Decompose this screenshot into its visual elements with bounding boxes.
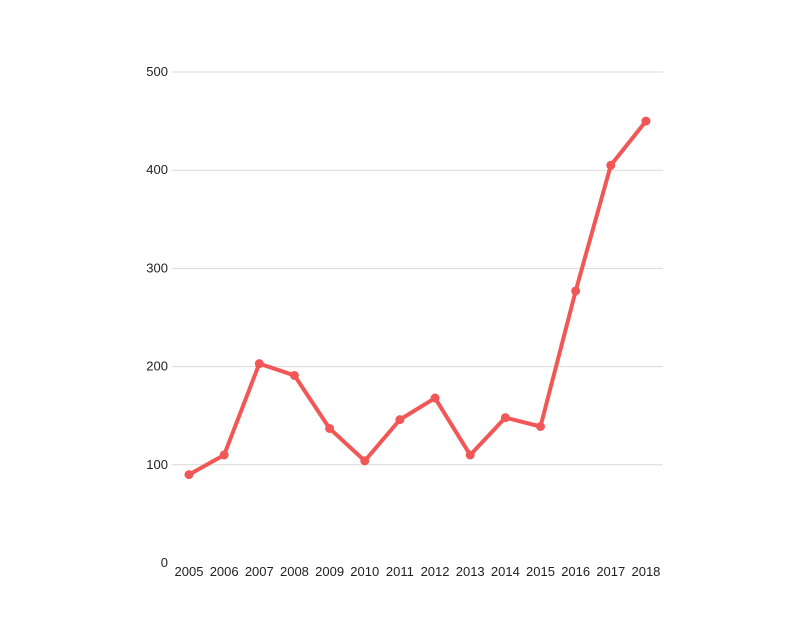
y-tick-label: 400 (146, 162, 168, 177)
y-tick-label: 0 (161, 555, 168, 570)
gridlines (172, 71, 663, 466)
y-tick-label: 200 (146, 359, 168, 374)
data-point (430, 393, 440, 403)
x-tick-label: 2010 (350, 564, 379, 579)
data-point (641, 116, 651, 126)
series-layer (184, 116, 651, 480)
y-tick-label: 500 (146, 64, 168, 79)
data-point (360, 456, 370, 466)
x-tick-label: 2014 (491, 564, 520, 579)
data-point (325, 423, 335, 433)
series-line (187, 119, 648, 477)
y-tick-label: 100 (146, 457, 168, 472)
x-tick-label: 2016 (561, 564, 590, 579)
x-tick-label: 2011 (386, 564, 414, 579)
x-tick-label: 2005 (175, 564, 204, 579)
data-point (219, 450, 229, 460)
data-point (571, 286, 581, 296)
data-point (289, 370, 299, 380)
y-tick-label: 300 (146, 260, 168, 275)
x-tick-label: 2013 (456, 564, 485, 579)
x-tick-label: 2009 (315, 564, 344, 579)
data-point (184, 470, 194, 480)
data-point (465, 450, 475, 460)
x-tick-label: 2017 (596, 564, 625, 579)
x-tick-label: 2018 (631, 564, 660, 579)
data-point (500, 413, 510, 423)
x-tick-label: 2012 (421, 564, 450, 579)
x-tick-label: 2015 (526, 564, 555, 579)
x-axis-ticks: 2005 2006 2007 2008 2009 2010 2011 2012 2013 2014… (175, 564, 661, 579)
data-point (606, 160, 616, 170)
data-point (254, 359, 264, 369)
x-tick-label: 2006 (210, 564, 239, 579)
data-point (536, 422, 545, 432)
x-tick-label: 2007 (245, 564, 274, 579)
x-tick-label: 2008 (280, 564, 309, 579)
y-axis-ticks: 0 100 200 300 400 500 (146, 64, 168, 570)
data-point (395, 415, 405, 425)
